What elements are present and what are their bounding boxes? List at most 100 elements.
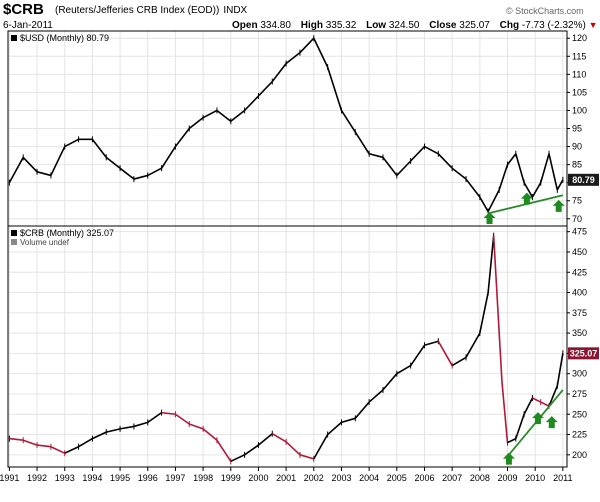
usd-y-tick-label: 90 [572,142,582,152]
crb-series-segment [437,340,453,366]
chart-instrument-name: (Reuters/Jefferies CRB Index (EOD)) INDX [55,5,247,16]
grid-layer [8,31,567,467]
crb-series-segment [424,340,439,347]
x-axis-layer: 1991 1992 1993 1994 1995 1996 1997 1998 1999 2000… [0,467,573,483]
instrument-name-text: (Reuters/Jefferies CRB Index (EOD)) [55,5,220,16]
usd-series-segment [313,37,329,68]
down-triangle-icon: ▼ [588,20,598,30]
usd-series-segment [50,146,66,176]
usd-series-segment [119,167,135,180]
crb-series-segment [230,454,245,463]
usd-series-segment [133,174,148,180]
x-tick-label: 2006 [414,473,434,483]
usd-series-segment [531,182,542,198]
usd-series-segment [230,109,246,122]
usd-series-segment [523,182,534,198]
crb-series-segment [119,425,135,430]
usd-series-segment [396,160,412,176]
crb-series-segment [327,421,342,436]
high-value: 335.32 [325,20,357,31]
quote-summary: Open 334.80 High 335.32 Low 324.50 Close… [232,20,598,31]
usd-series-segment [202,109,218,119]
usd-up-arrow-icon [483,212,496,224]
usd-series-segment [188,117,204,130]
x-tick-label: 2005 [387,473,407,483]
crb-series-segment [548,385,559,407]
usd-series-segment [174,128,190,148]
crb-y-tick-label: 200 [572,450,587,460]
crb-series-segment [487,235,495,293]
crb-up-arrow-icon [531,412,544,425]
x-tick-label: 2002 [304,473,324,483]
crb-series-segment [465,332,481,358]
crb-series-segment [202,428,218,441]
crb-series-segment [299,454,315,460]
usd-series-segment [271,63,287,83]
crb-series-segment [354,401,370,419]
crb-series-segment [22,439,38,446]
x-tick-label: 1996 [138,473,158,483]
crb-series-segment [523,397,534,415]
usd-y-tick-label: 75 [572,196,582,206]
usd-series-segment [105,156,121,169]
crb-series-segment [244,444,259,456]
x-tick-label: 2003 [331,473,351,483]
usd-series-segment [64,138,79,148]
usd-up-arrow-icon [520,192,533,205]
high-label: High [300,20,323,31]
usd-series-segment [410,146,426,162]
chg-value: -7.73 (-2.32%) [521,20,586,31]
crb-series-segment [50,445,66,454]
crb-series-segment [285,441,301,456]
legend-layer: $USD (Monthly) 80.79 $CRB (Monthly) 325.… [11,33,114,247]
usd-y-tick-label: 70 [572,214,582,224]
crb-series-segment [409,344,426,367]
x-tick-label: 2001 [276,473,296,483]
usd-series-segment [451,167,467,180]
usd-series-segment [91,138,107,158]
low-label: Low [366,20,387,31]
crb-y-tick-label: 250 [572,409,587,419]
crb-series-segment [532,397,542,403]
crb-series-segment [507,437,517,444]
usd-y-tick-label: 105 [572,87,587,97]
x-tick-label: 2010 [525,473,545,483]
open-value: 334.80 [260,20,291,31]
usd-series-segment [539,153,550,183]
crb-series-segment [313,434,329,460]
crb-series-segment [515,413,525,439]
usd-series-segment [340,110,356,133]
crb-series-segment [9,437,24,442]
usd-series-segment [498,164,509,191]
usd-series-segment [506,153,517,166]
usd-series-segment [147,167,162,177]
usd-series-segment [548,153,559,191]
usd-y-tick-label: 100 [572,105,587,115]
usd-series-segment [244,95,260,111]
crb-y-tick-label: 425 [572,267,587,277]
usd-last-value-badge [568,173,599,186]
crb-last-value-text: 325.07 [570,348,598,358]
crb-series-segment [368,389,384,403]
usd-series-segment [285,52,301,65]
exchange-label: INDX [223,5,248,16]
crb-legend-swatch [11,230,17,236]
crb-series-segment [479,292,489,334]
x-tick-label: 2007 [442,473,462,483]
crb-y-tick-label: 300 [572,369,587,379]
crb-legend-text: $CRB (Monthly) 325.07 [20,228,114,238]
chart-date: 6-Jan-2011 [3,20,53,31]
crb-series-segment [341,417,356,424]
usd-y-tick-label: 115 [572,51,586,61]
close-value: 325.07 [459,20,490,31]
crb-y-tick-label: 225 [572,430,587,440]
x-tick-label: 2008 [470,473,490,483]
x-tick-label: 1991 [0,473,19,483]
usd-y-tick-label: 85 [572,160,582,170]
crb-series-segment [396,364,412,375]
x-tick-label: 1992 [27,473,47,483]
usd-series-segment [326,66,343,111]
crb-series-segment [161,411,176,416]
usd-series-segment [487,189,500,212]
